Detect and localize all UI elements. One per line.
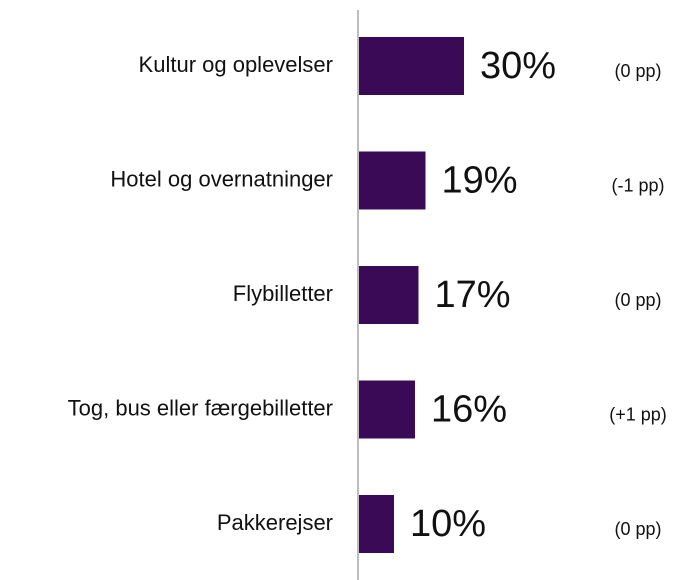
category-label: Kultur og oplevelser bbox=[139, 52, 333, 77]
value-label: 17% bbox=[435, 274, 511, 316]
bar bbox=[359, 380, 415, 439]
change-label: (0 pp) bbox=[614, 61, 661, 81]
category-label: Tog, bus eller færgebilletter bbox=[68, 395, 333, 420]
bar bbox=[359, 495, 394, 553]
category-label: Pakkerejser bbox=[217, 510, 333, 535]
value-label: 19% bbox=[442, 160, 518, 202]
change-label: (+1 pp) bbox=[609, 404, 667, 424]
bar bbox=[359, 266, 419, 324]
value-label: 16% bbox=[431, 389, 507, 431]
value-label: 10% bbox=[410, 503, 486, 545]
bar bbox=[359, 151, 426, 210]
change-label: (0 pp) bbox=[614, 519, 661, 539]
category-label: Flybilletter bbox=[233, 281, 333, 306]
bar bbox=[359, 37, 464, 95]
change-label: (-1 pp) bbox=[611, 175, 664, 195]
value-label: 30% bbox=[480, 45, 556, 87]
change-label: (0 pp) bbox=[614, 290, 661, 310]
category-label: Hotel og overnatninger bbox=[110, 166, 333, 191]
